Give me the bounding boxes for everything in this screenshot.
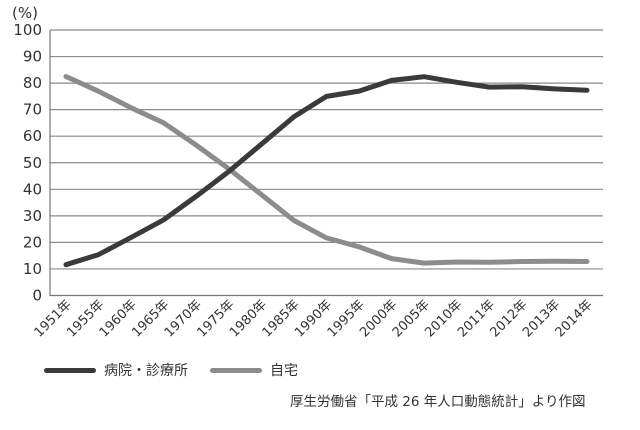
data-lines (63, 74, 590, 268)
gridlines (50, 29, 603, 297)
y-tick-label: 100 (13, 21, 42, 39)
legend-label-home: 自宅 (270, 363, 298, 379)
line-chart: 0 10 20 30 40 50 60 70 80 90 100 (%) 1951年1955年196… (12, 4, 603, 340)
y-tick-label: 80 (23, 74, 42, 92)
y-axis-ticks: 0 10 20 30 40 50 60 70 80 90 100 (13, 21, 42, 305)
legend-swatch-home (210, 367, 262, 373)
legend-item-hospital: 病院・診療所 (44, 360, 188, 380)
x-axis-ticks: 1951年1955年1960年1965年1970年1975年1980年1985年… (32, 297, 596, 340)
y-tick-label: 20 (23, 233, 42, 251)
y-axis-unit-label: (%) (12, 4, 38, 22)
y-tick-label: 50 (23, 154, 42, 172)
series-line-home (63, 74, 590, 266)
series-line-hospital (63, 74, 590, 268)
y-tick-label: 60 (23, 127, 42, 145)
y-tick-label: 70 (23, 101, 42, 119)
legend-swatch-hospital (44, 367, 96, 373)
legend-label-hospital: 病院・診療所 (104, 363, 188, 379)
y-tick-label: 40 (23, 180, 42, 198)
legend-item-home: 自宅 (210, 360, 298, 380)
y-tick-label: 10 (23, 260, 42, 278)
legend: 病院・診療所 自宅 (44, 360, 320, 380)
source-caption: 厚生労働省「平成 26 年人口動態統計」より作図 (290, 394, 586, 410)
y-tick-label: 30 (23, 207, 42, 225)
y-tick-label: 90 (23, 48, 42, 66)
y-tick-label: 0 (32, 287, 42, 305)
